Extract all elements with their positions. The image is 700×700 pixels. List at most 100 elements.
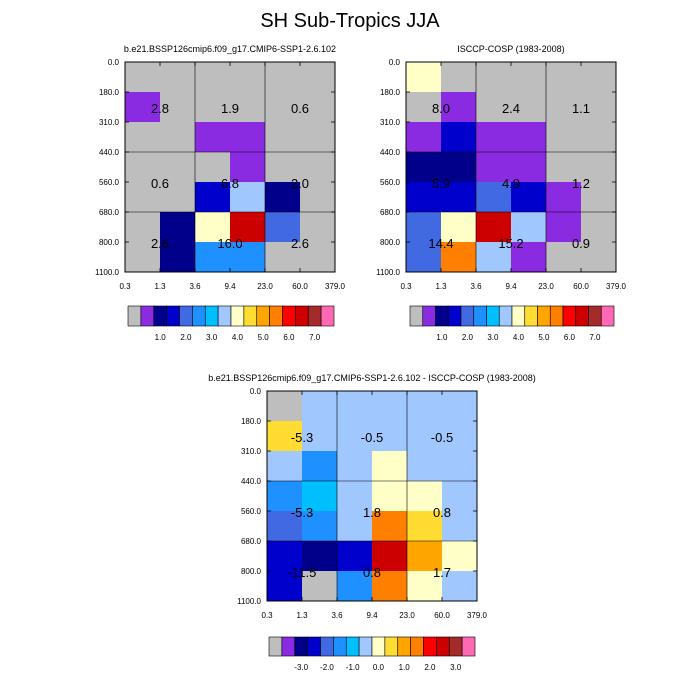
heatmap-cell	[125, 182, 161, 213]
colorbar-swatch	[358, 636, 373, 657]
heatmap-cell	[302, 481, 338, 512]
cell-value-label: 2.4	[502, 101, 520, 116]
colorbar-swatch	[295, 305, 309, 327]
colorbar-swatch	[447, 305, 462, 327]
heatmap-cell	[302, 511, 338, 542]
y-tick-label: 800.0	[380, 238, 401, 247]
cell-value-label: 1.1	[572, 101, 590, 116]
x-tick-label: 1.3	[435, 282, 447, 291]
colorbar-swatch	[243, 305, 258, 327]
heatmap-cell	[337, 391, 373, 422]
heatmap-cell	[267, 391, 303, 422]
cell-value-label: 6.8	[221, 176, 239, 191]
colorbar-swatch	[179, 305, 193, 327]
x-tick-label: 3.6	[189, 282, 201, 291]
heatmap-cell	[337, 511, 373, 542]
colorbar-swatch	[423, 636, 437, 657]
heatmap-cell	[195, 152, 231, 183]
x-tick-label: 379.0	[467, 611, 488, 620]
y-tick-label: 0.0	[108, 58, 120, 67]
heatmap-cell	[581, 182, 617, 213]
heatmap-cell	[441, 62, 477, 93]
heatmap-cell	[300, 92, 336, 123]
heatmap-cell	[406, 62, 442, 93]
cell-value-label: 8.0	[432, 101, 450, 116]
colorbar-swatch	[524, 305, 538, 327]
colorbar-swatch	[600, 305, 615, 327]
heatmap-cell	[300, 182, 336, 213]
heatmap-cell	[546, 92, 582, 123]
colorbar-label: 3.0	[450, 663, 462, 672]
heatmap-cell	[476, 92, 512, 123]
colorbar-swatch	[498, 305, 513, 327]
heatmap-cell	[195, 212, 231, 243]
colorbar-label: 0.0	[373, 663, 385, 672]
cell-value-label: 1.7	[433, 565, 451, 580]
y-tick-label: 680.0	[380, 208, 401, 217]
cell-value-label: 14.4	[428, 236, 453, 251]
heatmap-cell	[372, 571, 408, 602]
heatmap-cell	[230, 92, 266, 123]
heatmap-cell	[407, 421, 443, 452]
heatmap-cell	[267, 481, 303, 512]
y-tick-label: 440.0	[99, 148, 120, 157]
colorbar-label: -3.0	[294, 663, 308, 672]
colorbar-swatch	[281, 636, 296, 657]
cell-value-label: 15.2	[498, 236, 523, 251]
heatmap-cell	[302, 541, 338, 572]
cell-value-label: 2.8	[151, 101, 169, 116]
cell-value-label: 1.8	[363, 505, 381, 520]
heatmap-cell	[125, 242, 161, 273]
colorbar-swatch	[460, 305, 475, 327]
panel-title: b.e21.BSSP126cmip6.f09_g17.CMIP6-SSP1-2.…	[124, 44, 336, 54]
heatmap-cell	[406, 242, 442, 273]
heatmap-cell	[267, 451, 303, 482]
cell-value-label: -0.5	[361, 430, 383, 445]
heatmap-cell	[511, 62, 547, 93]
cell-value-label: 2.0	[291, 176, 309, 191]
heatmap-cell	[265, 152, 301, 183]
heatmap-cell	[441, 182, 477, 213]
y-tick-label: 560.0	[241, 507, 262, 516]
heatmap-cell	[300, 212, 336, 243]
heatmap-cell	[407, 451, 443, 482]
x-tick-label: 379.0	[325, 282, 346, 291]
heatmap-cell	[546, 152, 582, 183]
y-tick-label: 180.0	[99, 88, 120, 97]
heatmap-cell	[372, 451, 408, 482]
heatmap-cell	[442, 571, 478, 602]
heatmap-cell	[546, 122, 582, 153]
heatmap-cell	[581, 92, 617, 123]
heatmap-cell	[581, 212, 617, 243]
heatmap-cell	[337, 481, 373, 512]
heatmap-cell	[476, 122, 512, 153]
heatmap-cell	[230, 212, 266, 243]
colorbar-swatch	[307, 305, 322, 327]
heatmap-cell	[546, 242, 582, 273]
y-tick-label: 560.0	[99, 178, 120, 187]
heatmap-cell	[125, 92, 161, 123]
heatmap-cell	[442, 541, 478, 572]
x-tick-label: 23.0	[538, 282, 554, 291]
y-tick-label: 680.0	[241, 537, 262, 546]
cell-value-label: 0.6	[291, 101, 309, 116]
colorbar-swatch	[436, 636, 450, 657]
y-tick-label: 800.0	[241, 567, 262, 576]
colorbar-swatch	[230, 305, 245, 327]
colorbar-swatch	[153, 305, 167, 327]
y-tick-label: 440.0	[241, 477, 262, 486]
colorbar-swatch	[204, 305, 219, 327]
colorbar-label: 3.0	[206, 333, 218, 342]
heatmap-cell	[302, 391, 338, 422]
cell-value-label: 0.8	[363, 565, 381, 580]
colorbar-swatch	[461, 636, 476, 657]
colorbar-swatch	[217, 305, 232, 327]
x-tick-label: 9.4	[505, 282, 517, 291]
x-tick-label: 60.0	[292, 282, 308, 291]
colorbar-swatch	[333, 636, 347, 657]
heatmap-cell	[372, 541, 408, 572]
colorbar-label: 6.0	[564, 333, 576, 342]
heatmap-cell	[546, 212, 582, 243]
heatmap-cell	[407, 481, 443, 512]
colorbar-swatch	[575, 305, 589, 327]
